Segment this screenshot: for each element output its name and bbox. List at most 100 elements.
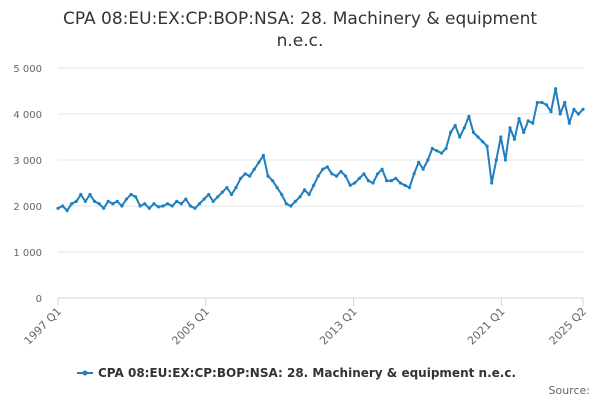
data-point[interactable] <box>389 179 393 183</box>
data-point[interactable] <box>207 192 211 197</box>
data-point[interactable] <box>225 186 229 190</box>
data-point[interactable] <box>106 199 110 203</box>
data-point[interactable] <box>316 174 320 178</box>
data-point[interactable] <box>567 121 571 125</box>
data-point[interactable] <box>65 209 69 213</box>
data-point[interactable] <box>348 183 352 187</box>
data-point[interactable] <box>220 190 224 194</box>
data-point[interactable] <box>353 181 357 185</box>
data-point[interactable] <box>179 202 183 206</box>
data-point[interactable] <box>385 179 389 183</box>
data-point[interactable] <box>581 107 585 111</box>
data-point[interactable] <box>216 195 220 199</box>
data-point[interactable] <box>161 204 165 208</box>
data-point[interactable] <box>522 130 526 134</box>
data-point[interactable] <box>156 205 160 209</box>
data-point[interactable] <box>188 204 192 208</box>
data-point[interactable] <box>549 110 553 114</box>
data-point[interactable] <box>458 135 462 139</box>
data-point[interactable] <box>166 202 170 206</box>
data-point[interactable] <box>321 167 325 171</box>
data-point[interactable] <box>544 103 549 107</box>
data-point[interactable] <box>298 195 302 199</box>
data-point[interactable] <box>243 172 247 176</box>
data-point[interactable] <box>120 204 124 208</box>
data-point[interactable] <box>289 204 293 208</box>
data-point[interactable] <box>481 140 485 144</box>
data-point[interactable] <box>111 202 115 206</box>
data-point[interactable] <box>554 87 558 91</box>
data-point[interactable] <box>275 186 279 190</box>
data-point[interactable] <box>257 160 261 164</box>
data-point[interactable] <box>344 174 348 178</box>
data-point[interactable] <box>239 176 243 180</box>
data-point[interactable] <box>471 130 475 134</box>
data-point[interactable] <box>398 181 402 185</box>
data-point[interactable] <box>83 199 87 203</box>
data-point[interactable] <box>376 172 380 176</box>
data-point[interactable] <box>61 204 65 208</box>
data-point[interactable] <box>147 206 151 210</box>
data-point[interactable] <box>512 137 517 141</box>
data-point[interactable] <box>576 112 581 116</box>
data-point[interactable] <box>572 107 576 111</box>
data-point[interactable] <box>426 158 430 162</box>
legend[interactable]: CPA 08:EU:EX:CP:BOP:NSA: 28. Machinery &… <box>77 366 516 380</box>
data-point[interactable] <box>56 206 60 210</box>
data-point[interactable] <box>229 192 234 197</box>
data-point[interactable] <box>503 158 507 162</box>
data-point[interactable] <box>74 199 78 203</box>
data-point[interactable] <box>79 192 83 197</box>
data-point[interactable] <box>252 167 256 171</box>
data-point[interactable] <box>193 206 197 210</box>
data-point[interactable] <box>325 165 329 169</box>
data-point[interactable] <box>175 199 179 203</box>
data-point[interactable] <box>430 146 434 151</box>
data-point[interactable] <box>70 202 74 206</box>
data-point[interactable] <box>449 130 453 134</box>
data-point[interactable] <box>234 186 238 190</box>
data-point[interactable] <box>476 135 480 139</box>
data-point[interactable] <box>417 160 421 164</box>
data-point[interactable] <box>508 126 512 130</box>
data-point[interactable] <box>380 167 384 171</box>
data-point[interactable] <box>102 206 106 210</box>
data-point[interactable] <box>540 100 544 105</box>
data-point[interactable] <box>394 176 398 180</box>
source-label[interactable]: Source: <box>549 384 591 397</box>
data-point[interactable] <box>366 179 370 183</box>
data-point[interactable] <box>558 112 562 116</box>
data-point[interactable] <box>284 202 288 206</box>
data-point[interactable] <box>271 179 275 183</box>
data-point[interactable] <box>490 181 494 185</box>
data-point[interactable] <box>184 197 188 201</box>
data-point[interactable] <box>115 199 119 203</box>
data-point[interactable] <box>485 144 489 148</box>
data-point[interactable] <box>293 199 297 203</box>
data-point[interactable] <box>444 146 448 151</box>
data-point[interactable] <box>134 195 138 199</box>
data-point[interactable] <box>302 188 307 192</box>
data-point[interactable] <box>435 149 439 153</box>
data-point[interactable] <box>403 183 407 187</box>
data-point[interactable] <box>494 158 498 162</box>
data-point[interactable] <box>499 135 503 139</box>
data-point[interactable] <box>211 199 215 203</box>
data-point[interactable] <box>202 197 206 201</box>
data-point[interactable] <box>143 202 147 206</box>
data-point[interactable] <box>362 172 366 176</box>
data-point[interactable] <box>357 176 361 180</box>
data-point[interactable] <box>88 192 92 197</box>
data-point[interactable] <box>152 202 156 206</box>
data-point[interactable] <box>97 202 101 206</box>
data-point[interactable] <box>330 172 334 176</box>
data-point[interactable] <box>307 192 311 197</box>
data-point[interactable] <box>439 151 444 155</box>
data-point[interactable] <box>467 114 471 118</box>
data-point[interactable] <box>92 199 97 203</box>
data-point[interactable] <box>371 181 375 185</box>
data-point[interactable] <box>138 204 142 208</box>
data-point[interactable] <box>517 117 521 121</box>
data-point[interactable] <box>526 119 530 123</box>
data-point[interactable] <box>261 153 265 157</box>
